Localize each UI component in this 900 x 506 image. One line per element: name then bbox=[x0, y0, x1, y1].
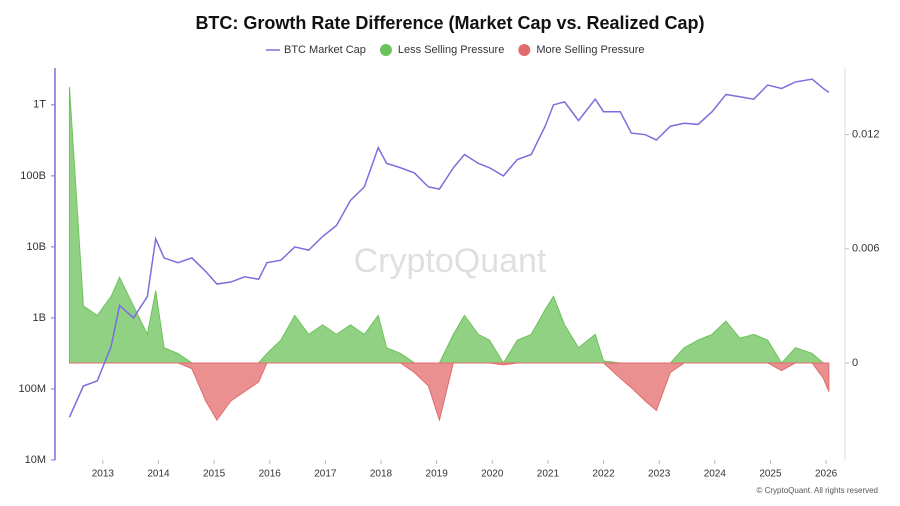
chart-title: BTC: Growth Rate Difference (Market Cap … bbox=[195, 13, 704, 33]
legend-label: Less Selling Pressure bbox=[398, 44, 504, 56]
x-tick-label: 2025 bbox=[759, 469, 782, 480]
legend-label: BTC Market Cap bbox=[284, 44, 366, 56]
x-tick-label: 2013 bbox=[92, 469, 115, 480]
x-tick-label: 2015 bbox=[203, 469, 226, 480]
legend-swatch bbox=[379, 44, 392, 56]
y2-tick-label: 0.012 bbox=[852, 129, 880, 141]
footer: © CryptoQuant. All rights reserved bbox=[757, 486, 879, 495]
y-tick-label: 10B bbox=[26, 241, 46, 253]
market-cap-line bbox=[68, 78, 830, 418]
y-tick-label: 100M bbox=[18, 383, 46, 395]
y-tick-label: 10M bbox=[25, 454, 46, 466]
x-tick-label: 2017 bbox=[314, 469, 337, 480]
x-tick-label: 2023 bbox=[648, 469, 671, 480]
x-tick-label: 2018 bbox=[370, 469, 393, 480]
x-tick-label: 2022 bbox=[592, 469, 615, 480]
y2-tick-label: 0.006 bbox=[852, 243, 880, 255]
x-tick-label: 2024 bbox=[704, 469, 727, 480]
pressure-area bbox=[69, 362, 830, 422]
legend-label: More Selling Pressure bbox=[536, 44, 644, 56]
watermark: CryptoQuant bbox=[354, 242, 547, 280]
legend-swatch bbox=[518, 44, 531, 56]
x-tick-label: 2020 bbox=[481, 469, 504, 480]
x-tick-label: 2016 bbox=[259, 469, 282, 480]
y-tick-label: 1T bbox=[33, 99, 46, 111]
y-tick-label: 100B bbox=[20, 170, 46, 182]
x-tick-label: 2026 bbox=[815, 469, 838, 480]
x-tick-label: 2019 bbox=[426, 469, 449, 480]
x-tick-label: 2014 bbox=[147, 469, 170, 480]
y-tick-label: 1B bbox=[33, 312, 46, 324]
pressure-area bbox=[68, 86, 829, 364]
x-tick-label: 2021 bbox=[537, 469, 560, 480]
y2-tick-label: 0 bbox=[852, 357, 858, 369]
